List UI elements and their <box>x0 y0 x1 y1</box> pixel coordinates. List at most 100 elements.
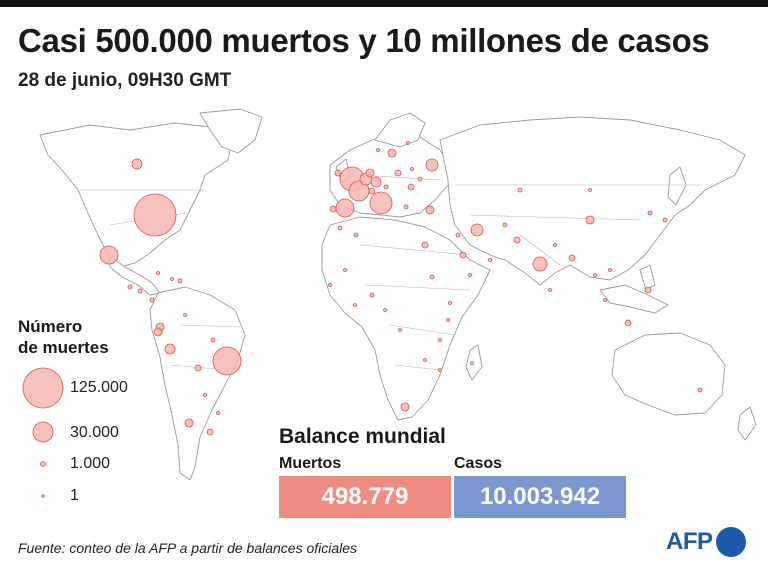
bubble-madagascar <box>470 361 474 365</box>
legend-bubble-30000 <box>32 421 54 443</box>
page-title: Casi 500.000 muertos y 10 millones de ca… <box>18 22 710 59</box>
bubble-oman <box>488 258 492 262</box>
bubble-greece <box>403 204 409 210</box>
bubble-ethiopia <box>448 301 452 305</box>
bubble-sudan <box>429 274 435 280</box>
bubble-thailand <box>593 273 597 277</box>
bubble-vietnam <box>608 268 612 272</box>
legend-bubble-1 <box>41 494 45 498</box>
bubble-kazakhstan <box>517 187 523 193</box>
asia <box>439 116 746 286</box>
source-footer: Fuente: conteo de la AFP a partir de bal… <box>18 540 358 556</box>
bubble-malaysia <box>603 298 607 302</box>
bubble-belarus <box>410 167 414 171</box>
bubble-haiti <box>170 277 174 281</box>
bubble-italy <box>369 191 393 215</box>
bubble-canada <box>131 158 143 170</box>
bubble-bangladesh <box>568 254 576 262</box>
bubble-japan <box>662 217 668 223</box>
bubble-srilanka <box>548 288 552 292</box>
bubble-morocco <box>337 225 343 231</box>
bubble-panama <box>149 297 155 303</box>
bubble-norway <box>376 148 380 152</box>
bubble-cameroon <box>383 308 387 312</box>
legend-symbols <box>22 367 64 498</box>
bubble-yemen <box>468 273 472 277</box>
southeast-asia-islands <box>599 284 669 314</box>
legend-title-line2: de muertes <box>18 338 109 357</box>
bubble-finland <box>406 141 410 145</box>
south-america <box>149 286 246 481</box>
bubble-netherlands <box>365 168 375 178</box>
new-zealand <box>737 406 757 441</box>
balance-title: Balance mundial <box>279 425 446 448</box>
bubble-guatemala <box>127 284 133 290</box>
legend-label-30000: 30.000 <box>70 424 119 441</box>
legend-label-125000: 125.000 <box>70 379 128 396</box>
afp-logo-text: AFP <box>666 528 713 555</box>
top-bar <box>0 0 768 7</box>
legend-bubble-1000 <box>40 461 46 467</box>
australia <box>611 332 726 416</box>
bubble-iraq <box>455 232 461 238</box>
bubble-venezuela <box>183 313 187 317</box>
bubble-mexico <box>99 245 119 265</box>
bubble-kenya <box>446 318 450 322</box>
bubble-mongolia <box>588 188 592 192</box>
bubble-spain <box>335 198 355 218</box>
bubble-senegal <box>328 283 332 287</box>
bubble-tanzania <box>438 338 442 342</box>
cases-value-box: 10.003.942 <box>454 476 626 518</box>
legend-bubble-125000 <box>22 367 64 409</box>
bubble-poland <box>394 169 402 177</box>
bubble-afghanistan <box>502 222 508 228</box>
bubble-congo <box>398 328 402 332</box>
world-map <box>39 108 757 481</box>
legend-title-line1: Número <box>18 317 83 336</box>
bubble-egypt <box>421 241 429 249</box>
page-subtitle: 28 de junio, 09H30 GMT <box>18 70 232 91</box>
bubble-uruguay <box>216 411 220 415</box>
afp-logo-dot-icon <box>715 527 746 557</box>
scandinavia <box>374 112 426 148</box>
bubble-chile <box>184 418 194 428</box>
bubble-switzerland <box>368 187 376 195</box>
bubble-nepal <box>553 243 557 247</box>
bubble-romania <box>407 183 415 191</box>
north-america <box>39 122 233 268</box>
bubble-philippines <box>644 286 652 294</box>
death-bubbles <box>99 141 703 436</box>
bubble-indonesia <box>624 319 632 327</box>
legend-title: Número de muertes <box>18 316 109 358</box>
bubble-ghana <box>353 303 357 307</box>
bubble-peru <box>164 343 176 355</box>
legend-label-1: 1 <box>70 487 79 504</box>
bubble-zambia <box>423 358 427 362</box>
bubble-turkey <box>425 205 435 215</box>
bubble-algeria <box>353 232 359 238</box>
bubble-usa <box>133 193 177 237</box>
japan <box>667 166 687 206</box>
madagascar <box>465 344 483 381</box>
bubble-sweden <box>387 148 397 158</box>
bubble-germany <box>370 176 382 188</box>
bubble-iran <box>470 223 484 237</box>
bubble-australia <box>697 387 703 393</box>
bubble-ecuador <box>153 327 163 337</box>
central-america <box>107 254 161 296</box>
bubble-argentina <box>206 428 214 436</box>
bubble-mali <box>343 268 347 272</box>
bubble-mozambique <box>438 368 442 372</box>
bubble-bolivia <box>194 364 202 372</box>
bubble-india <box>532 256 548 272</box>
bubble-saudi <box>459 251 467 259</box>
bubble-brazil-nd <box>210 337 216 343</box>
africa <box>321 216 491 421</box>
deaths-value: 498.779 <box>321 483 409 510</box>
bubble-ukraine <box>417 176 423 182</box>
bubble-austria <box>383 184 389 190</box>
deaths-value-box: 498.779 <box>279 476 451 518</box>
philippines <box>639 264 656 291</box>
bubble-brazil <box>212 346 242 376</box>
bubble-nigeria <box>369 292 375 298</box>
